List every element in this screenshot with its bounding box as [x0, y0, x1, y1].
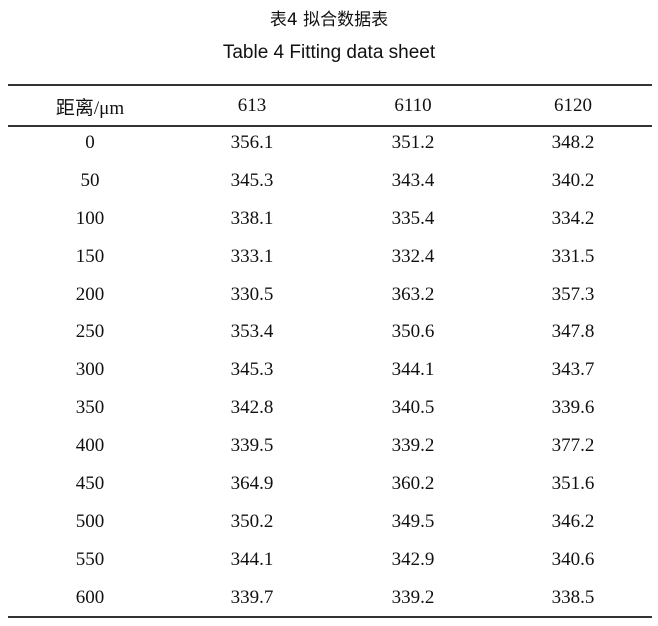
cell-distance: 150 [75, 245, 105, 267]
bottom-rule [8, 616, 652, 618]
cell-distance: 450 [75, 472, 105, 494]
cell-6110: 340.5 [391, 397, 435, 419]
cell-6110: 332.4 [391, 245, 435, 267]
cell-6110: 344.1 [391, 359, 435, 381]
table-row: 600 339.7 339.2 338.5 [8, 579, 652, 617]
table-row: 200 330.5 363.2 357.3 [8, 276, 652, 314]
table-row: 150 333.1 332.4 331.5 [8, 238, 652, 276]
cell-6110: 339.2 [391, 586, 435, 608]
cell-613: 342.8 [230, 397, 274, 419]
cell-6110: 343.4 [391, 169, 435, 191]
cell-6120: 377.2 [551, 435, 595, 457]
cell-6110: 342.9 [391, 548, 435, 570]
cell-6120: 334.2 [551, 207, 595, 229]
cell-6120: 346.2 [551, 510, 595, 532]
cell-613: 339.5 [230, 435, 274, 457]
cell-613: 333.1 [230, 245, 274, 267]
fitting-data-table: 距离/μm 613 6110 6120 0 356.1 351.2 348.2 50 34… [8, 88, 652, 617]
cell-6120: 357.3 [551, 283, 595, 305]
cell-613: 344.1 [230, 548, 274, 570]
cell-distance: 300 [75, 359, 105, 381]
cell-6120: 340.2 [551, 169, 595, 191]
cell-6110: 363.2 [391, 283, 435, 305]
cell-distance: 250 [75, 321, 105, 343]
table-title-cn: 表4 拟合数据表 [269, 10, 389, 30]
table-row: 250 353.4 350.6 347.8 [8, 313, 652, 351]
header-6110: 6110 [394, 95, 432, 116]
cell-distance: 550 [75, 548, 105, 570]
cell-6110: 351.2 [391, 131, 435, 153]
header-6120: 6120 [554, 95, 592, 116]
table-row: 550 344.1 342.9 340.6 [8, 541, 652, 579]
cell-613: 345.3 [230, 169, 274, 191]
cell-distance: 0 [85, 131, 95, 153]
table-row: 400 339.5 339.2 377.2 [8, 427, 652, 465]
cell-distance: 400 [75, 435, 105, 457]
cell-6110: 335.4 [391, 207, 435, 229]
cell-distance: 350 [75, 397, 105, 419]
top-rule [8, 84, 652, 86]
cell-613: 338.1 [230, 207, 274, 229]
cell-6110: 360.2 [391, 472, 435, 494]
cell-6120: 339.6 [551, 397, 595, 419]
header-distance: 距离/μm [55, 97, 125, 119]
cell-6120: 338.5 [551, 586, 595, 608]
cell-6120: 340.6 [551, 548, 595, 570]
cell-6120: 343.7 [551, 359, 595, 381]
cell-613: 364.9 [230, 472, 274, 494]
cell-6110: 349.5 [391, 510, 435, 532]
cell-6120: 347.8 [551, 321, 595, 343]
table-row: 450 364.9 360.2 351.6 [8, 465, 652, 503]
cell-distance: 100 [75, 207, 105, 229]
cell-6110: 350.6 [391, 321, 435, 343]
cell-613: 345.3 [230, 359, 274, 381]
cell-613: 330.5 [230, 283, 274, 305]
cell-613: 339.7 [230, 586, 274, 608]
header-rule [8, 125, 652, 127]
cell-distance: 200 [75, 283, 105, 305]
table-row: 350 342.8 340.5 339.6 [8, 389, 652, 427]
header-613: 613 [237, 95, 267, 116]
table-row: 0 356.1 351.2 348.2 [8, 124, 652, 162]
cell-distance: 50 [80, 169, 100, 191]
cell-6120: 351.6 [551, 472, 595, 494]
cell-6120: 348.2 [551, 131, 595, 153]
cell-distance: 600 [75, 586, 105, 608]
table-row: 500 350.2 349.5 346.2 [8, 503, 652, 541]
cell-613: 350.2 [230, 510, 274, 532]
table-title-en: Table 4 Fitting data sheet [222, 42, 436, 63]
cell-613: 356.1 [230, 131, 274, 153]
table-row: 50 345.3 343.4 340.2 [8, 162, 652, 200]
header-row: 距离/μm 613 6110 6120 [8, 88, 652, 124]
cell-distance: 500 [75, 510, 105, 532]
cell-6120: 331.5 [551, 245, 595, 267]
table-row: 100 338.1 335.4 334.2 [8, 200, 652, 238]
cell-613: 353.4 [230, 321, 274, 343]
cell-6110: 339.2 [391, 435, 435, 457]
table-row: 300 345.3 344.1 343.7 [8, 351, 652, 389]
